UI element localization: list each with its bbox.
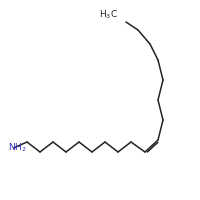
- Text: H$_3$C: H$_3$C: [99, 8, 118, 21]
- Text: NH$_2$: NH$_2$: [8, 142, 27, 154]
